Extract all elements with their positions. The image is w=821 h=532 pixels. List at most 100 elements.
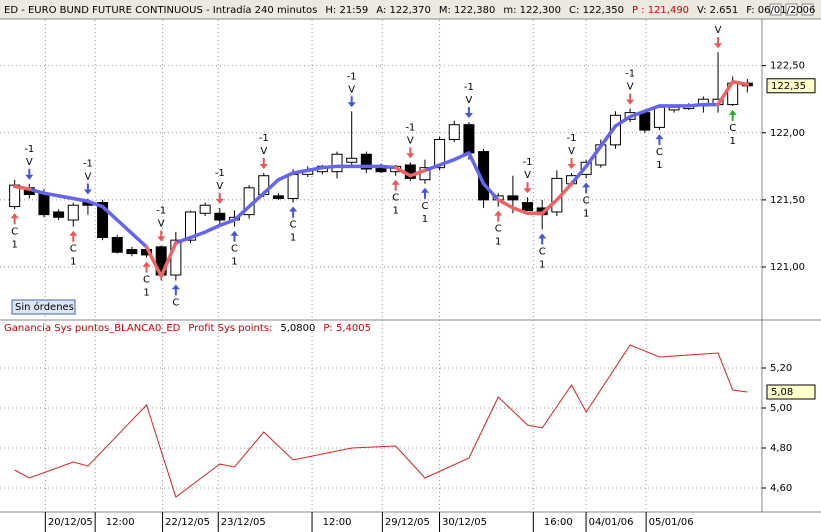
signal-label: V <box>627 82 634 93</box>
candle-body <box>97 202 109 238</box>
signal-label: -1 <box>215 168 225 179</box>
signal-label: V <box>524 170 531 181</box>
signal-arrowhead <box>406 153 415 159</box>
panel-title: ED - EURO BUND FUTURE CONTINUOUS - Intra… <box>4 4 317 16</box>
signal-label: 1 <box>290 233 296 244</box>
header-field: C: 122,350 <box>569 5 624 16</box>
signal-label: -1 <box>625 69 635 80</box>
signal-label: V <box>216 181 223 192</box>
candle-body <box>360 153 372 170</box>
signal-arrowhead <box>655 134 664 140</box>
candle-body <box>653 106 665 128</box>
panel-header: ED - EURO BUND FUTURE CONTINUOUS - Intra… <box>4 4 815 16</box>
x-tick-label: 20/12/05 <box>48 517 93 528</box>
candle-body <box>434 138 446 169</box>
candle-body <box>448 124 460 140</box>
y-tick-label: 5,00 <box>770 403 792 414</box>
signal-label: -1 <box>347 71 357 82</box>
signal-label: -1 <box>24 144 34 155</box>
signal-label: 1 <box>231 257 237 268</box>
candle-body <box>214 212 226 221</box>
header-field: P : 121,490 <box>632 5 689 16</box>
signal-label: V <box>407 135 414 146</box>
signal-arrowhead <box>215 198 224 204</box>
candle-body <box>38 192 50 216</box>
signal-label: C <box>539 246 546 257</box>
y-tick-label: 122,50 <box>770 61 805 72</box>
x-tick-label: 29/12/05 <box>385 517 430 528</box>
signal-label: 1 <box>495 237 501 248</box>
signal-label: V <box>26 157 33 168</box>
signal-label: V <box>85 172 92 183</box>
signal-label: C <box>729 123 736 134</box>
signal-arrowhead <box>171 284 180 290</box>
header-field: m: 122,300 <box>503 5 561 16</box>
status-badge-label: Sin órdenes <box>15 301 74 313</box>
signal-arrowhead <box>728 109 737 115</box>
header-field: F: 06/01/2006 <box>746 5 815 16</box>
close-button[interactable] <box>801 3 814 16</box>
y-tick-label: 121,00 <box>770 262 805 273</box>
panel-header: Ganancia Sys puntos_BLANCA0_ED Profit Sys… <box>4 323 371 334</box>
candle-body <box>639 112 651 131</box>
signal-label: C <box>143 275 150 286</box>
signal-arrowhead <box>567 164 576 170</box>
panel-title: Ganancia Sys puntos_BLANCA0_ED <box>4 323 181 334</box>
candle-body <box>199 204 211 214</box>
signal-label: -1 <box>567 133 577 144</box>
signal-arrowhead <box>289 206 298 212</box>
signal-arrowhead <box>626 99 635 105</box>
candle-body <box>507 195 519 201</box>
signal-label: 1 <box>11 239 17 250</box>
x-tick-label: 12:00 <box>323 517 352 528</box>
signal-label: C <box>421 201 428 212</box>
minimize-button[interactable] <box>769 3 782 16</box>
signal-arrowhead <box>714 43 723 49</box>
signal-arrowhead <box>523 188 532 194</box>
candle-body <box>346 157 358 163</box>
header-field: H: 21:59 <box>325 5 368 16</box>
signal-label: 1 <box>656 160 662 171</box>
maximize-button[interactable] <box>785 3 798 16</box>
candle-body <box>463 124 475 154</box>
signal-label: V <box>715 25 722 36</box>
x-tick-label: 30/12/05 <box>442 517 487 528</box>
candle-body <box>185 211 196 241</box>
signal-label: 1 <box>422 214 428 225</box>
candle-body <box>522 202 534 212</box>
signal-arrowhead <box>157 236 166 242</box>
candle-body <box>53 211 65 218</box>
signal-label: C <box>172 297 179 308</box>
header-field: A: 122,370 <box>376 5 431 16</box>
last-value-box <box>766 384 816 400</box>
y-tick-label: 4,80 <box>770 443 792 454</box>
last-value-box <box>766 78 816 94</box>
candle-body <box>111 236 123 253</box>
signal-label: -1 <box>405 122 415 133</box>
signal-label: V <box>348 84 355 95</box>
signal-arrowhead <box>83 189 92 195</box>
header-field: V: 2.651 <box>697 5 738 16</box>
signal-label: C <box>70 244 77 255</box>
signal-label: -1 <box>156 206 166 217</box>
window-buttons[interactable] <box>769 3 814 16</box>
header-field: M: 122,380 <box>439 5 496 16</box>
x-tick-label: 05/01/06 <box>649 517 694 528</box>
signal-label: -1 <box>259 133 269 144</box>
y-tick-label: 122,00 <box>770 128 805 139</box>
signal-arrowhead <box>538 233 547 239</box>
signal-arrowhead <box>347 102 356 108</box>
signal-arrowhead <box>582 182 591 188</box>
candle-body <box>272 195 284 200</box>
last-value-label: 5,08 <box>771 387 793 398</box>
signal-label: C <box>290 220 297 231</box>
x-tick-label: 23/12/05 <box>221 517 266 528</box>
header-field: P: 5,4005 <box>323 323 371 334</box>
signal-label: C <box>231 244 238 255</box>
signal-label: 1 <box>583 208 589 219</box>
signal-label: -1 <box>464 82 474 93</box>
signal-arrowhead <box>464 113 473 119</box>
signal-arrowhead <box>69 230 78 236</box>
signal-label: C <box>495 224 502 235</box>
